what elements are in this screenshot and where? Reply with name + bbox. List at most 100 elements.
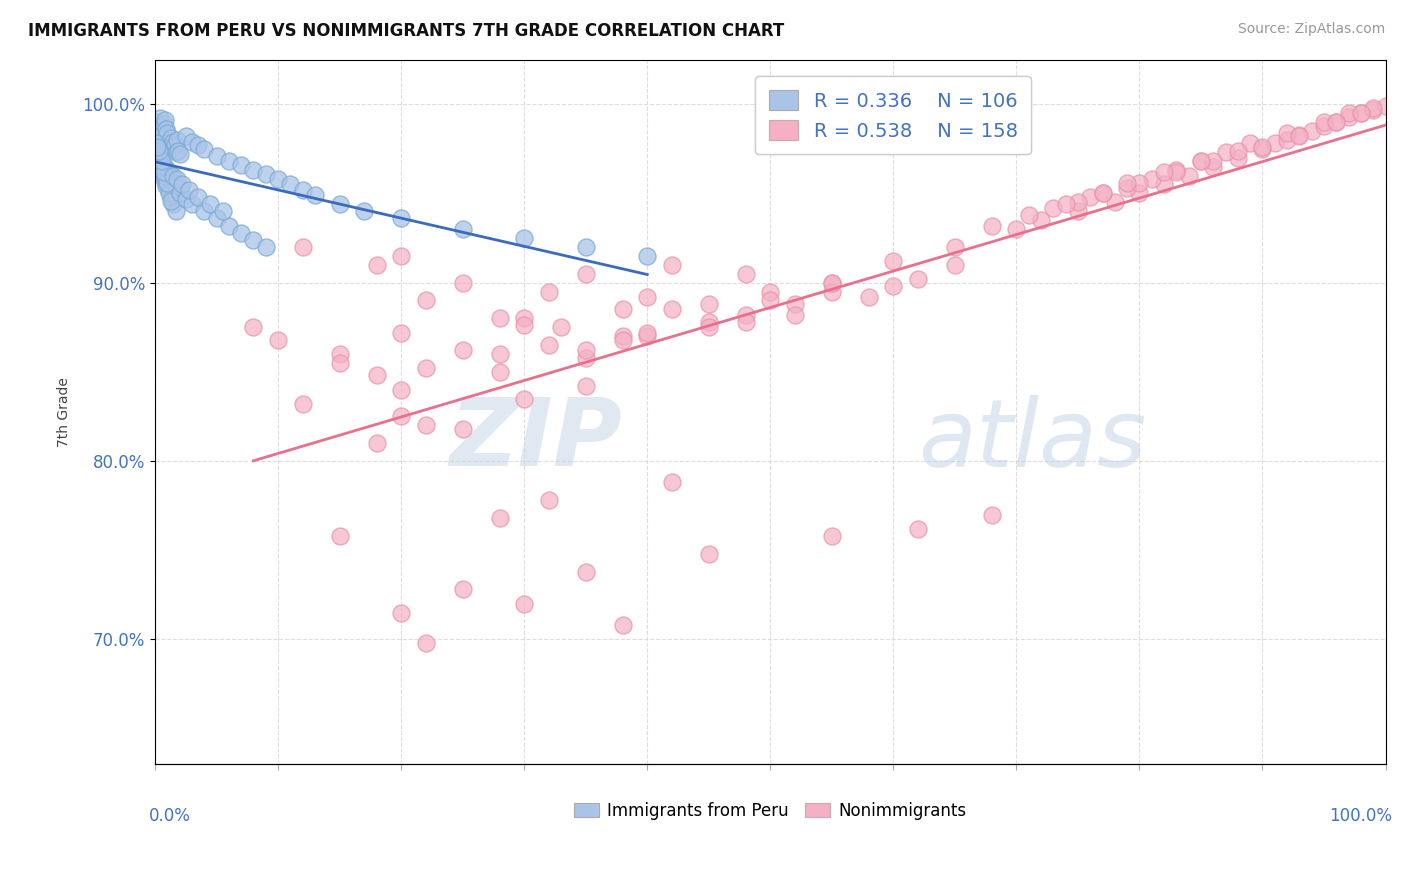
Point bbox=[488, 347, 510, 361]
Point bbox=[389, 211, 412, 226]
Point bbox=[162, 197, 184, 211]
Point bbox=[146, 140, 169, 154]
Point bbox=[165, 204, 187, 219]
Point bbox=[152, 161, 174, 176]
Y-axis label: 7th Grade: 7th Grade bbox=[58, 377, 72, 447]
Point bbox=[193, 204, 215, 219]
Point bbox=[291, 240, 314, 254]
Point bbox=[1128, 176, 1150, 190]
Point bbox=[1067, 204, 1090, 219]
Point bbox=[1251, 140, 1274, 154]
Point bbox=[415, 293, 437, 308]
Point bbox=[162, 140, 184, 154]
Point bbox=[1177, 169, 1199, 183]
Point bbox=[205, 149, 228, 163]
Point bbox=[513, 311, 536, 326]
Point bbox=[162, 169, 184, 183]
Point bbox=[1226, 151, 1249, 165]
Point bbox=[366, 436, 388, 450]
Point bbox=[488, 311, 510, 326]
Point bbox=[415, 361, 437, 376]
Point bbox=[146, 147, 169, 161]
Point bbox=[193, 142, 215, 156]
Point bbox=[242, 320, 264, 334]
Point bbox=[179, 183, 201, 197]
Point bbox=[166, 178, 188, 192]
Point bbox=[152, 117, 174, 131]
Point bbox=[1091, 186, 1114, 201]
Point bbox=[149, 153, 172, 167]
Point bbox=[734, 267, 756, 281]
Point bbox=[1042, 201, 1064, 215]
Point bbox=[163, 138, 186, 153]
Point bbox=[267, 333, 290, 347]
Point bbox=[943, 240, 966, 254]
Point bbox=[153, 169, 176, 183]
Point bbox=[174, 129, 197, 144]
Point bbox=[160, 131, 183, 145]
Point bbox=[1018, 208, 1040, 222]
Point bbox=[148, 154, 170, 169]
Point bbox=[166, 172, 188, 186]
Point bbox=[661, 302, 683, 317]
Point bbox=[451, 343, 474, 358]
Point bbox=[612, 618, 634, 632]
Point bbox=[187, 138, 209, 153]
Point bbox=[146, 149, 169, 163]
Point bbox=[858, 290, 880, 304]
Point bbox=[980, 508, 1002, 522]
Point bbox=[1324, 115, 1347, 129]
Point bbox=[160, 190, 183, 204]
Point bbox=[169, 181, 191, 195]
Point bbox=[156, 163, 179, 178]
Point bbox=[1264, 136, 1286, 151]
Point bbox=[575, 240, 598, 254]
Point bbox=[231, 158, 253, 172]
Point bbox=[451, 422, 474, 436]
Point bbox=[907, 522, 929, 536]
Point bbox=[783, 297, 806, 311]
Point bbox=[1189, 154, 1212, 169]
Point bbox=[821, 276, 844, 290]
Point bbox=[174, 192, 197, 206]
Point bbox=[280, 178, 302, 192]
Point bbox=[1116, 176, 1139, 190]
Point bbox=[152, 172, 174, 186]
Point bbox=[415, 636, 437, 650]
Point bbox=[1153, 165, 1175, 179]
Point bbox=[882, 279, 904, 293]
Point bbox=[148, 124, 170, 138]
Point bbox=[1202, 154, 1225, 169]
Point bbox=[537, 338, 560, 352]
Point bbox=[513, 318, 536, 333]
Point bbox=[697, 297, 720, 311]
Point bbox=[1116, 181, 1139, 195]
Point bbox=[157, 186, 180, 201]
Point bbox=[575, 379, 598, 393]
Point bbox=[167, 144, 190, 158]
Point bbox=[169, 147, 191, 161]
Point bbox=[1350, 106, 1372, 120]
Point bbox=[612, 329, 634, 343]
Point bbox=[150, 158, 173, 172]
Point bbox=[242, 233, 264, 247]
Point bbox=[166, 133, 188, 147]
Point bbox=[943, 258, 966, 272]
Point bbox=[145, 151, 167, 165]
Point bbox=[697, 547, 720, 561]
Point bbox=[1226, 144, 1249, 158]
Point bbox=[1313, 115, 1336, 129]
Point bbox=[1288, 128, 1310, 142]
Point bbox=[1215, 145, 1237, 160]
Point bbox=[152, 156, 174, 170]
Point bbox=[636, 290, 658, 304]
Point bbox=[1128, 186, 1150, 201]
Point bbox=[488, 365, 510, 379]
Point bbox=[1189, 154, 1212, 169]
Point bbox=[451, 582, 474, 597]
Point bbox=[1337, 106, 1360, 120]
Point bbox=[149, 112, 172, 126]
Point bbox=[1362, 103, 1385, 117]
Point bbox=[907, 272, 929, 286]
Point bbox=[882, 254, 904, 268]
